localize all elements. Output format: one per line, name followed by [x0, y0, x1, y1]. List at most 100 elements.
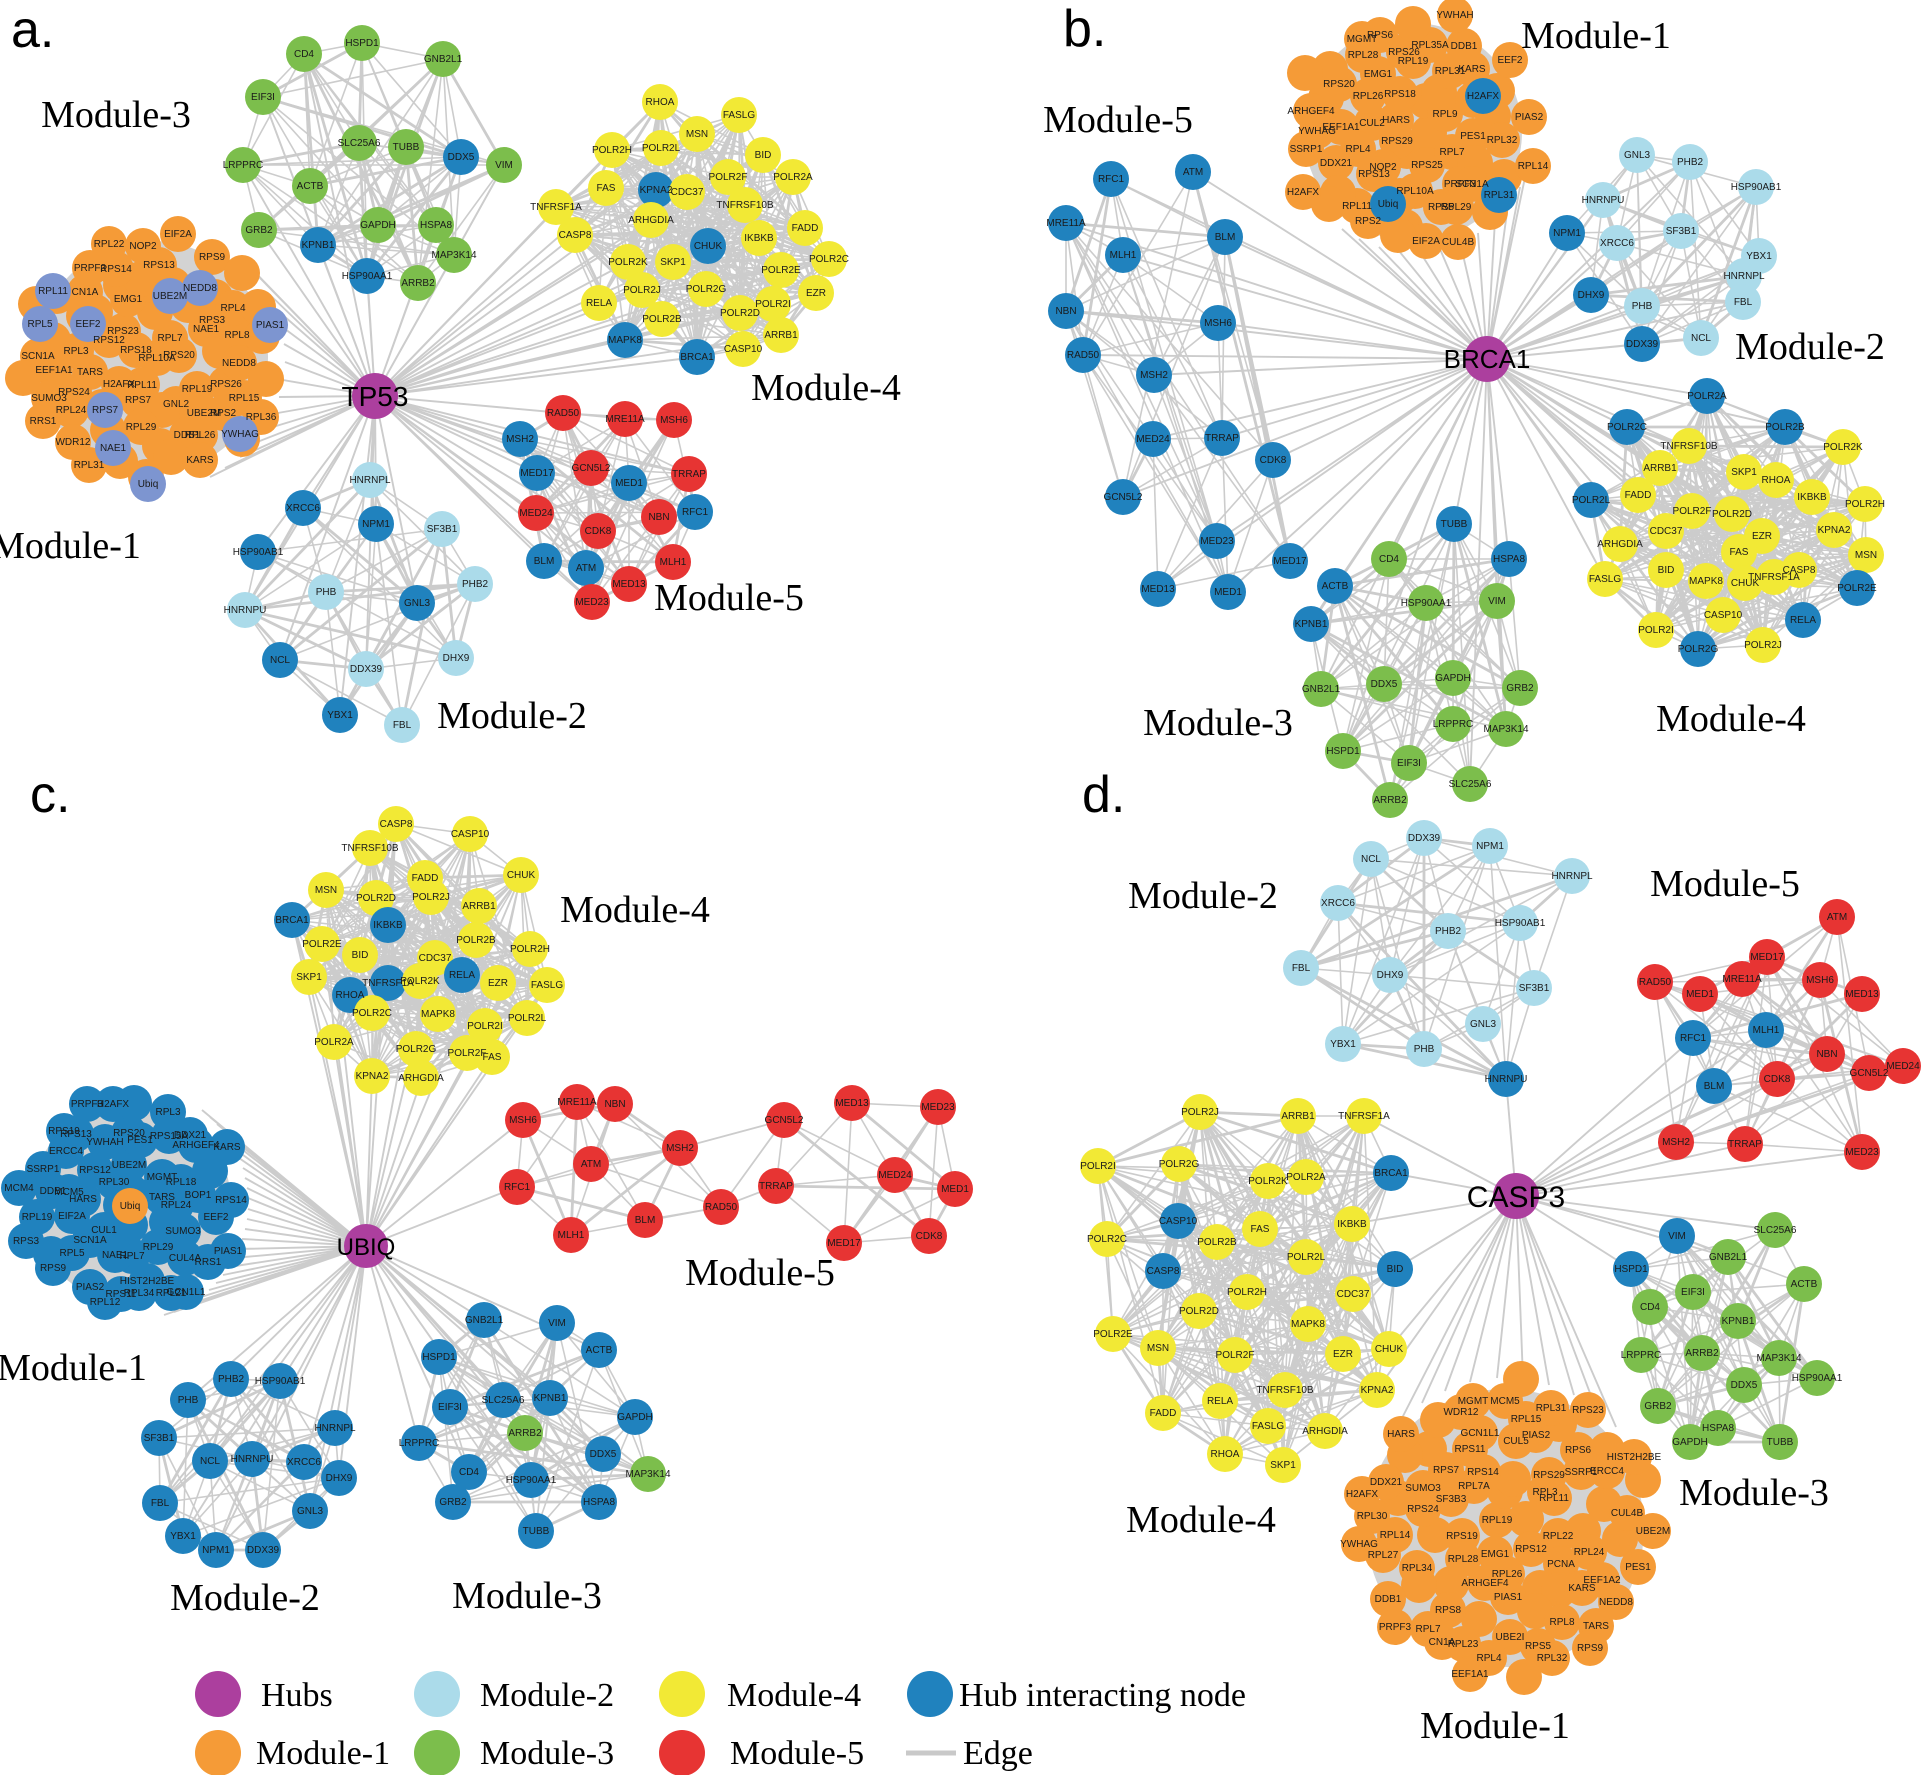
- svg-text:HARS: HARS: [1382, 115, 1410, 126]
- svg-text:CASP10: CASP10: [451, 829, 490, 840]
- svg-text:RPL11: RPL11: [38, 286, 68, 297]
- svg-text:MAPK8: MAPK8: [1291, 1319, 1325, 1330]
- svg-text:RPS9: RPS9: [199, 252, 226, 263]
- svg-text:UBE2M: UBE2M: [1636, 1526, 1670, 1537]
- svg-text:BOP1: BOP1: [185, 1190, 212, 1201]
- svg-text:POLR2B: POLR2B: [456, 935, 496, 946]
- svg-text:RPL15: RPL15: [229, 393, 260, 404]
- svg-text:BRCA1: BRCA1: [1444, 344, 1531, 374]
- svg-text:PIAS2: PIAS2: [76, 1282, 105, 1293]
- svg-text:Module-2: Module-2: [1735, 326, 1885, 368]
- svg-text:FAS: FAS: [597, 183, 616, 194]
- svg-text:RRS1: RRS1: [195, 1257, 222, 1268]
- svg-text:Module-5: Module-5: [654, 577, 804, 619]
- svg-text:d.: d.: [1082, 766, 1125, 824]
- svg-text:RPS29: RPS29: [1533, 1470, 1565, 1481]
- svg-text:UBE2M: UBE2M: [187, 408, 221, 419]
- svg-text:RPL32: RPL32: [1487, 135, 1518, 146]
- svg-text:SSRP1: SSRP1: [27, 1164, 60, 1175]
- svg-text:H2AFX: H2AFX: [1287, 187, 1320, 198]
- svg-text:PES1: PES1: [127, 1135, 153, 1146]
- svg-text:RPS6: RPS6: [1565, 1445, 1592, 1456]
- svg-text:TNFRSF1A: TNFRSF1A: [1748, 572, 1800, 583]
- svg-text:FBL: FBL: [1734, 297, 1753, 308]
- svg-text:HSPA8: HSPA8: [583, 1497, 615, 1508]
- svg-text:RPS11: RPS11: [1455, 1444, 1486, 1455]
- svg-text:POLR2B: POLR2B: [642, 314, 682, 325]
- svg-text:CDC37: CDC37: [671, 187, 704, 198]
- svg-text:RPL34: RPL34: [124, 1288, 155, 1299]
- svg-text:HIST2H2BE: HIST2H2BE: [1607, 1452, 1662, 1463]
- svg-text:EEF2: EEF2: [1497, 55, 1522, 66]
- svg-text:MSH6: MSH6: [660, 415, 688, 426]
- svg-text:EEF2: EEF2: [75, 319, 100, 330]
- svg-text:Module-1: Module-1: [0, 1347, 147, 1389]
- svg-text:b.: b.: [1063, 0, 1106, 58]
- svg-text:POLR2E: POLR2E: [1093, 1329, 1133, 1340]
- svg-text:PHB2: PHB2: [1435, 926, 1462, 937]
- svg-text:RFC1: RFC1: [1098, 174, 1125, 185]
- svg-text:SF3B1: SF3B1: [1519, 983, 1550, 994]
- svg-text:ARRB2: ARRB2: [1685, 1348, 1719, 1359]
- svg-text:RPS9: RPS9: [1577, 1643, 1604, 1654]
- svg-text:SKP1: SKP1: [660, 257, 686, 268]
- svg-text:RPL24: RPL24: [1574, 1547, 1605, 1558]
- svg-text:RPL28: RPL28: [1348, 50, 1379, 61]
- svg-text:BID: BID: [352, 950, 369, 961]
- svg-text:PHB2: PHB2: [1677, 157, 1704, 168]
- svg-text:DDB1: DDB1: [1451, 41, 1478, 52]
- svg-text:RAD50: RAD50: [1067, 350, 1100, 361]
- svg-text:POLR2G: POLR2G: [686, 284, 727, 295]
- svg-text:HNRNPL: HNRNPL: [349, 475, 391, 486]
- svg-text:RPL22: RPL22: [94, 239, 125, 250]
- svg-text:CHUK: CHUK: [694, 241, 723, 252]
- svg-text:GCN5L2: GCN5L2: [572, 463, 611, 474]
- svg-text:KPNB1: KPNB1: [302, 240, 335, 251]
- svg-text:GRB2: GRB2: [1506, 683, 1534, 694]
- svg-text:GNB2L1: GNB2L1: [424, 54, 463, 65]
- svg-text:RPL8: RPL8: [1549, 1617, 1574, 1628]
- svg-text:FAS: FAS: [1251, 1224, 1270, 1235]
- svg-text:Module-1: Module-1: [1521, 15, 1671, 57]
- svg-text:MRE11A: MRE11A: [557, 1097, 597, 1108]
- svg-text:FADD: FADD: [792, 223, 819, 234]
- svg-text:RPS6: RPS6: [1367, 30, 1394, 41]
- svg-text:PIAS2: PIAS2: [1515, 112, 1544, 123]
- svg-text:HSP90AA1: HSP90AA1: [1401, 598, 1452, 609]
- svg-text:DHX9: DHX9: [1377, 970, 1404, 981]
- svg-text:FBL: FBL: [1292, 963, 1311, 974]
- svg-text:Module-1: Module-1: [256, 1735, 390, 1772]
- svg-text:TRRAP: TRRAP: [1205, 433, 1239, 444]
- svg-text:H2AFX: H2AFX: [1467, 91, 1500, 102]
- svg-text:RPS12: RPS12: [93, 335, 125, 346]
- svg-text:ATM: ATM: [576, 563, 596, 574]
- svg-text:ARHGDIA: ARHGDIA: [398, 1073, 444, 1084]
- svg-text:YBX1: YBX1: [327, 710, 353, 721]
- svg-text:GAPDH: GAPDH: [1672, 1437, 1708, 1448]
- svg-text:RPL34: RPL34: [1402, 1563, 1433, 1574]
- svg-text:POLR2A: POLR2A: [773, 172, 813, 183]
- svg-text:EIF3I: EIF3I: [438, 1402, 462, 1413]
- svg-text:RPS23: RPS23: [107, 326, 139, 337]
- svg-text:LRPPRC: LRPPRC: [223, 160, 264, 171]
- svg-text:CHUK: CHUK: [507, 870, 536, 881]
- svg-text:BLM: BLM: [1704, 1081, 1725, 1092]
- svg-text:NBN: NBN: [1055, 306, 1076, 317]
- svg-text:Ubiq: Ubiq: [1378, 199, 1399, 210]
- svg-text:Module-4: Module-4: [727, 1677, 861, 1714]
- svg-text:UBE2M: UBE2M: [112, 1160, 146, 1171]
- svg-text:PIAS1: PIAS1: [1494, 1592, 1523, 1603]
- svg-text:GAPDH: GAPDH: [360, 220, 396, 231]
- svg-text:TNFRSF1A: TNFRSF1A: [362, 978, 414, 989]
- svg-text:POLR2E: POLR2E: [761, 265, 801, 276]
- svg-text:NOP2: NOP2: [129, 241, 157, 252]
- svg-text:BID: BID: [1387, 1264, 1404, 1275]
- svg-text:CUL4B: CUL4B: [1442, 237, 1475, 248]
- svg-text:RPS13: RPS13: [60, 1129, 92, 1140]
- svg-text:RPS26: RPS26: [1388, 47, 1420, 58]
- svg-text:RAD50: RAD50: [547, 408, 580, 419]
- svg-text:POLR2J: POLR2J: [1181, 1107, 1219, 1118]
- svg-text:MED13: MED13: [1141, 584, 1175, 595]
- svg-text:a.: a.: [11, 1, 54, 59]
- svg-text:EIF2A: EIF2A: [1412, 236, 1440, 247]
